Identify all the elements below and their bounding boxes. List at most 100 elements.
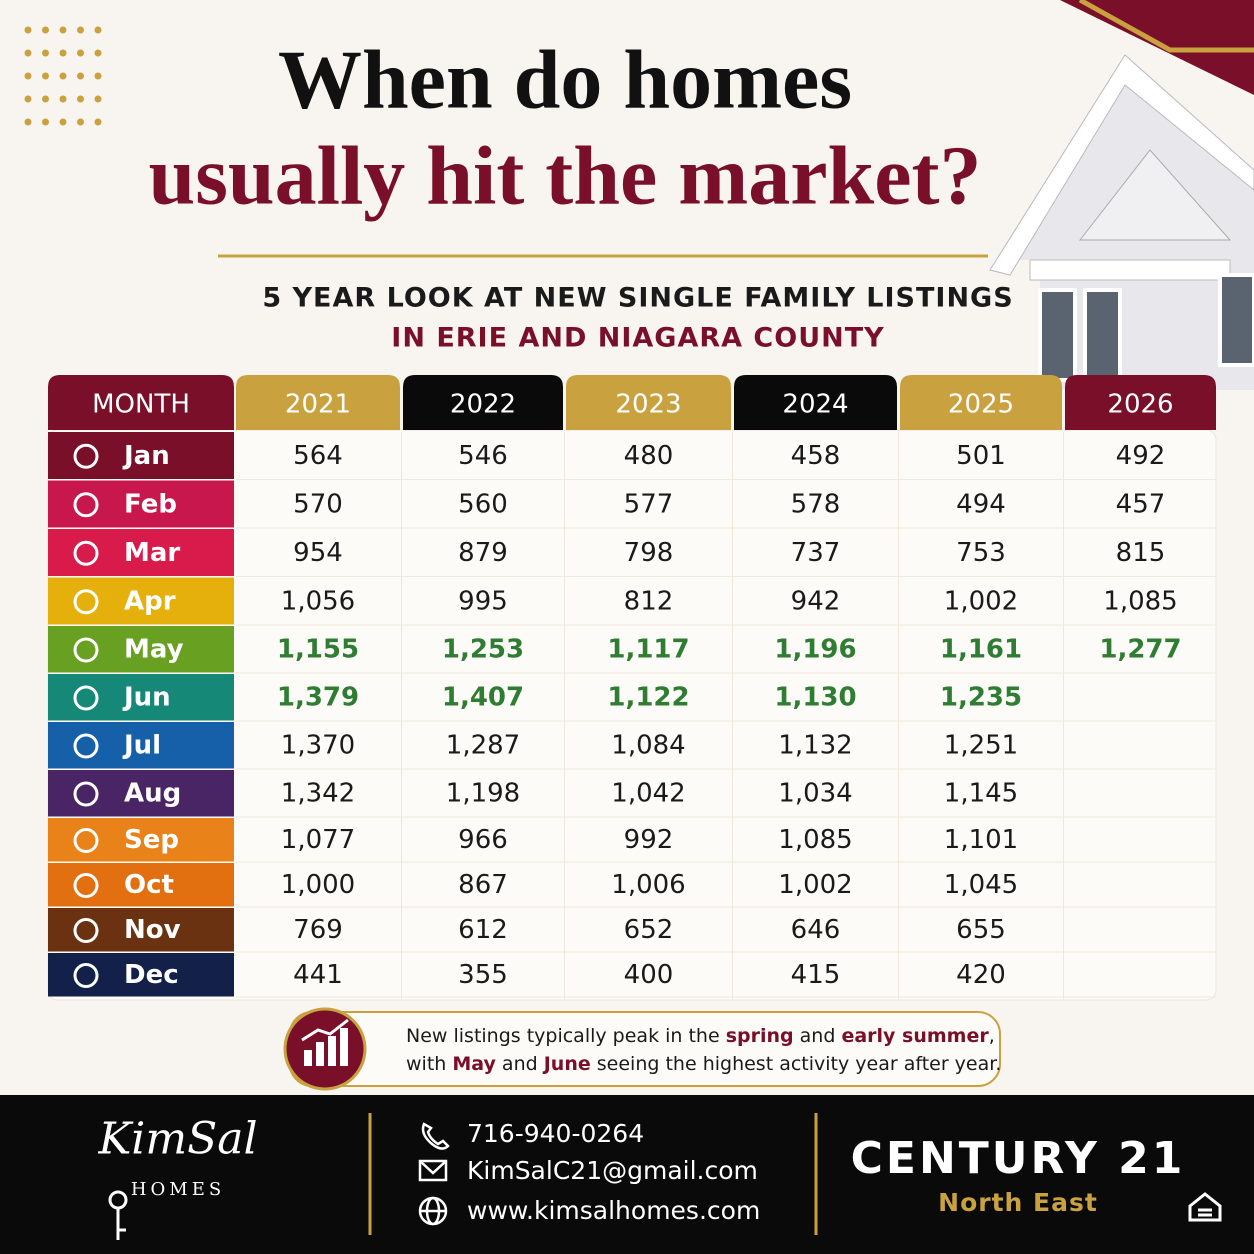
month-label: Aug <box>124 779 181 809</box>
dot <box>94 95 102 103</box>
dot <box>42 26 49 34</box>
dot <box>42 49 49 57</box>
month-icon <box>73 637 99 663</box>
chart-icon <box>283 1007 367 1091</box>
cell-value: 480 <box>624 441 674 471</box>
month-icon <box>73 685 99 711</box>
month-cell <box>48 953 234 997</box>
cell-value: 355 <box>458 960 508 990</box>
cell-value: 564 <box>293 441 343 471</box>
month-label: Jun <box>122 683 171 713</box>
phone: 716-940-0264 <box>467 1119 644 1148</box>
column-header: 2023 <box>615 390 681 420</box>
title: usually hit the market? <box>148 129 981 222</box>
month-label: Mar <box>124 538 180 568</box>
cell-value: 1,342 <box>281 779 355 809</box>
month-cell <box>48 818 234 862</box>
cell-value: 400 <box>624 960 674 990</box>
cell-value: 492 <box>1116 441 1166 471</box>
column-header: 2026 <box>1107 390 1173 420</box>
email: KimSalC21@gmail.com <box>467 1156 758 1185</box>
dot <box>94 72 102 80</box>
cell-value: 798 <box>624 538 674 568</box>
cell-value: 458 <box>791 441 841 471</box>
logo-sub: HOMES <box>131 1179 225 1200</box>
subtitle: IN ERIE AND NIAGARA COUNTY <box>391 323 884 354</box>
cell-value: 546 <box>458 441 508 471</box>
month-cell <box>48 863 234 907</box>
callout-emphasis: early summer <box>841 1025 989 1047</box>
header-cell <box>734 375 897 430</box>
cell-value: 1,145 <box>944 779 1018 809</box>
month-cell <box>48 674 234 721</box>
dot <box>77 26 84 34</box>
dot <box>77 118 84 126</box>
cell-value: 954 <box>293 538 343 568</box>
month-label: Oct <box>124 870 174 900</box>
cell-value: 1,287 <box>446 731 520 761</box>
callout-span: with <box>406 1053 452 1075</box>
contact-icons <box>418 1122 450 1226</box>
header-cell <box>48 375 234 430</box>
callout-span: seeing the highest activity year after y… <box>591 1053 1002 1075</box>
cell-value: 1,101 <box>944 825 1018 855</box>
callout-span: and <box>496 1053 544 1075</box>
cell-value: 1,077 <box>281 825 355 855</box>
month-icon <box>73 443 99 469</box>
dot <box>42 95 49 103</box>
dot-pattern <box>24 26 102 126</box>
cell-value: 1,370 <box>281 731 355 761</box>
cell-value: 652 <box>624 915 674 945</box>
house-illustration <box>989 54 1254 390</box>
cell-value: 1,002 <box>778 870 852 900</box>
cell-value: 1,253 <box>442 635 524 665</box>
dot <box>24 49 32 57</box>
dot <box>42 118 49 126</box>
cell-value: 1,122 <box>607 683 689 713</box>
cell-value: 769 <box>293 915 343 945</box>
chart-icon-bars <box>301 1018 349 1066</box>
month-label: Feb <box>124 489 177 519</box>
cell-value: 457 <box>1116 489 1166 519</box>
column-header: MONTH <box>92 390 190 420</box>
subtitle: 5 YEAR LOOK AT NEW SINGLE FAMILY LISTING… <box>262 283 1013 314</box>
cell-value: 655 <box>956 915 1006 945</box>
month-icon <box>73 540 99 566</box>
month-label: Sep <box>124 825 179 855</box>
cell-value: 560 <box>458 489 508 519</box>
website: www.kimsalhomes.com <box>467 1196 760 1225</box>
footer <box>0 1095 1254 1254</box>
header-cell <box>900 375 1062 430</box>
month-cell <box>48 432 234 479</box>
cell-value: 1,002 <box>944 586 1018 616</box>
month-icon <box>73 589 99 615</box>
dot <box>59 49 67 57</box>
dot <box>42 72 49 80</box>
month-label: May <box>124 635 184 665</box>
cell-value: 578 <box>791 489 841 519</box>
equal-housing-icon <box>1188 1192 1222 1222</box>
brand-sub: North East <box>938 1188 1098 1217</box>
callout-emphasis: May <box>452 1053 496 1075</box>
cell-value: 1,379 <box>277 683 359 713</box>
column-header: 2022 <box>450 390 516 420</box>
callout-span: , <box>989 1025 995 1047</box>
cell-value: 1,045 <box>944 870 1018 900</box>
cell-value: 812 <box>624 586 674 616</box>
corner-stripe <box>1078 0 1254 53</box>
header-cell <box>566 375 731 430</box>
cell-value: 1,084 <box>611 731 685 761</box>
cell-value: 577 <box>624 489 674 519</box>
cell-value: 1,161 <box>940 635 1022 665</box>
month-icon <box>73 781 99 807</box>
cell-value: 1,034 <box>778 779 852 809</box>
cell-value: 1,155 <box>277 635 359 665</box>
dot <box>24 26 32 34</box>
cell-value: 1,198 <box>446 779 520 809</box>
column-header: 2021 <box>285 390 351 420</box>
month-icon <box>73 492 99 518</box>
cell-value: 1,042 <box>611 779 685 809</box>
month-cell <box>48 770 234 817</box>
cell-value: 1,407 <box>442 683 524 713</box>
cell-value: 420 <box>956 960 1006 990</box>
